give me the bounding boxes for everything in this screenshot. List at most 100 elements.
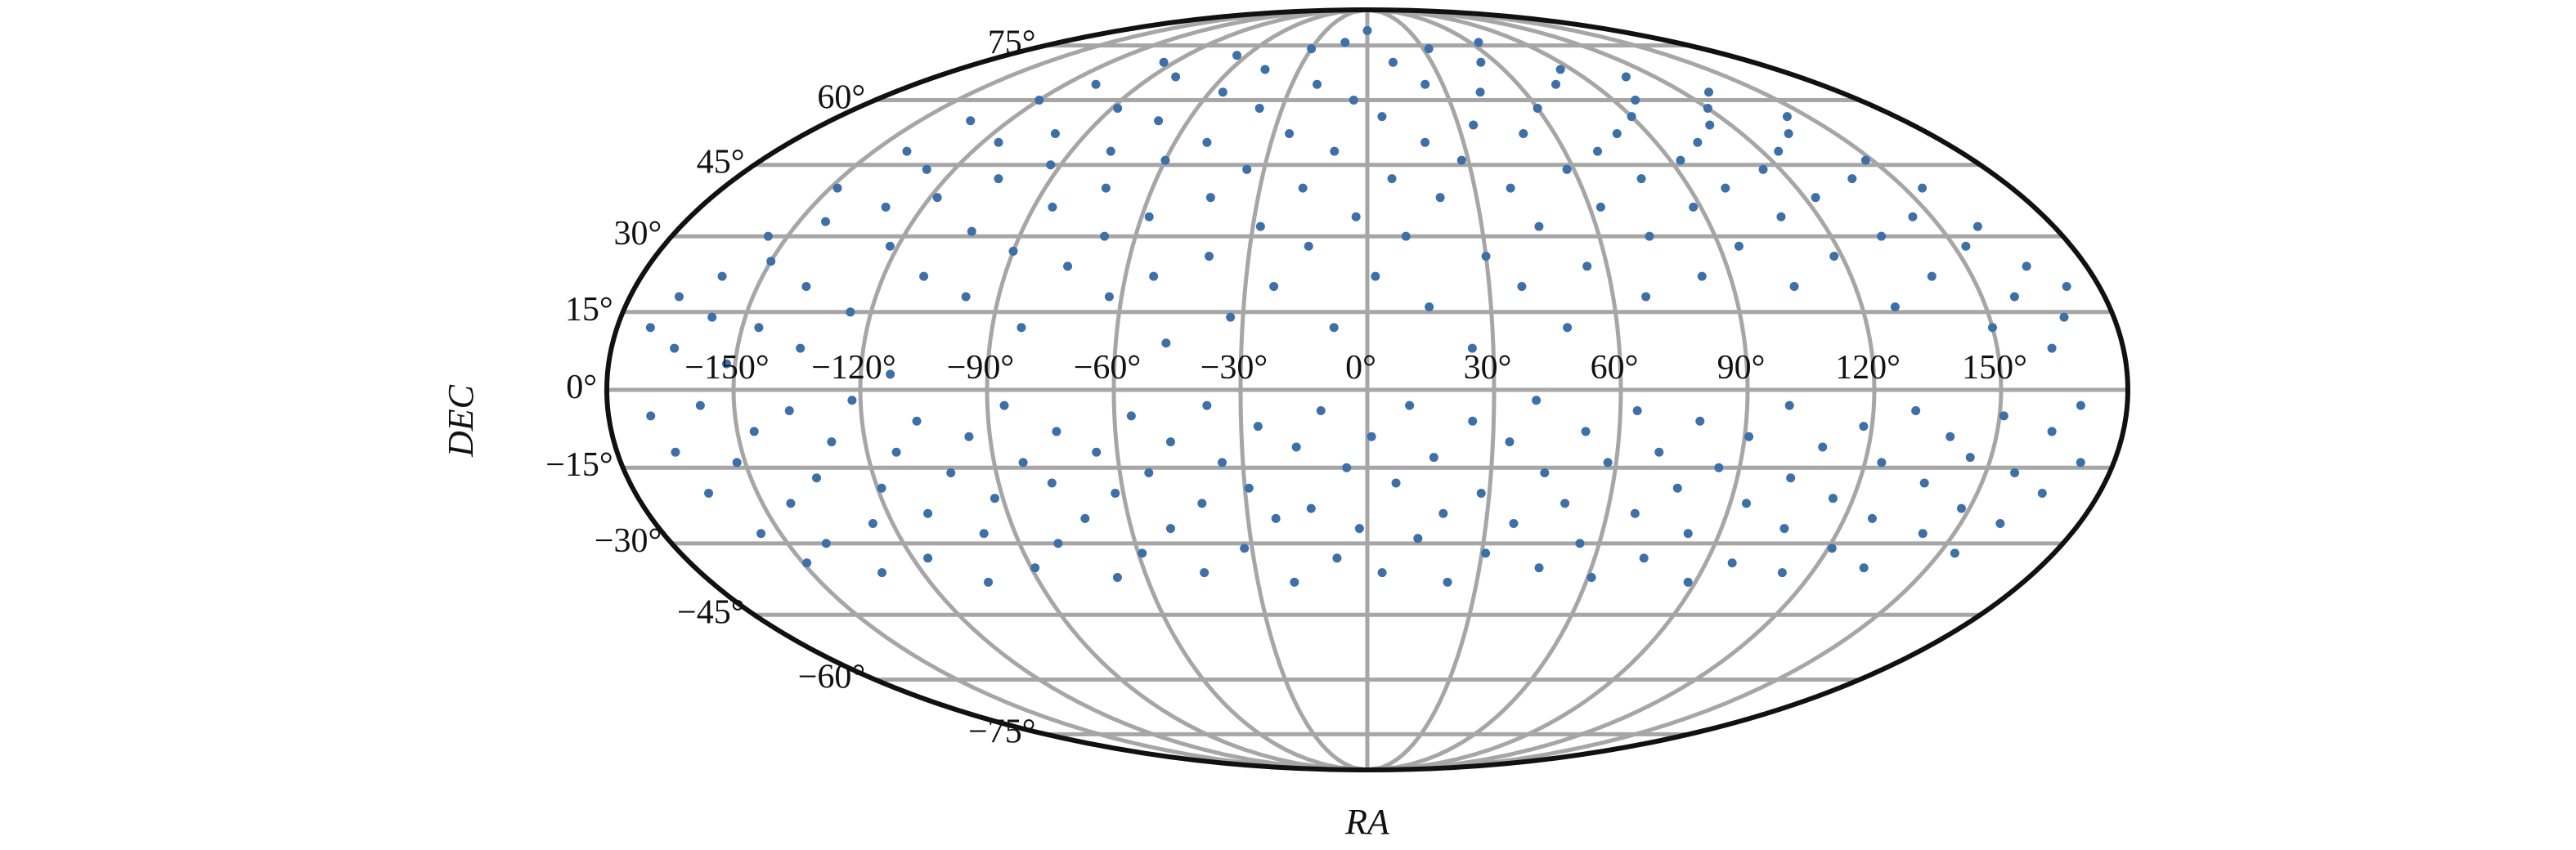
data-point [1253,422,1263,432]
projection-outline [604,7,2130,772]
data-point [1847,174,1857,184]
data-point [1744,432,1754,441]
data-point [1438,508,1448,518]
data-point [2076,458,2085,468]
data-point [1018,458,1028,468]
data-point [821,217,830,226]
data-point [1456,155,1466,165]
data-point [1789,282,1799,292]
data-point [1362,25,1372,35]
data-point [1777,568,1787,578]
data-point [1621,72,1631,82]
data-point [1046,160,1056,170]
data-point [1413,534,1423,544]
data-point [1052,427,1061,436]
data-point [990,494,999,503]
data-point [1298,183,1308,193]
data-point [1016,323,1026,333]
data-point [1405,400,1415,410]
data-point [1138,548,1147,558]
data-point [891,447,901,457]
data-point [1316,405,1326,415]
ra-gridline [1367,10,1877,770]
data-point [1704,87,1714,97]
data-point [964,432,974,441]
data-point [801,282,811,292]
data-point [946,468,956,477]
data-point [1918,529,1928,539]
data-point [1106,146,1115,156]
data-point [1269,282,1279,292]
data-point [1705,120,1715,130]
data-point [766,257,776,266]
data-point [2047,343,2057,353]
ra-tick-label: −60° [1074,349,1141,387]
data-point [704,488,714,498]
dec-tick-label: 75° [988,25,1036,62]
data-point [827,437,837,447]
data-point [1391,478,1401,488]
data-point [1827,544,1837,553]
data-point [1877,231,1887,241]
data-point [1890,302,1900,312]
ra-gridline [1367,10,1750,770]
data-point [1171,72,1181,82]
data-point [1260,65,1270,74]
data-point [1232,51,1242,60]
data-point [1340,38,1350,47]
data-point [1388,57,1398,67]
data-point [1200,568,1209,578]
data-point [1165,437,1175,447]
data-point [1349,95,1358,105]
data-point [1995,519,2005,529]
ra-tick-label: −30° [1200,349,1268,387]
data-point [1562,164,1572,174]
data-point [961,292,971,302]
data-point [1918,183,1928,193]
dec-tick-label: −30° [595,522,662,560]
data-point [1612,129,1622,138]
data-point [1091,79,1101,89]
data-point [922,164,931,174]
data-point [1672,483,1682,493]
data-point [821,539,831,548]
data-point [1509,519,1519,529]
data-point [670,343,680,353]
data-point [1519,129,1528,138]
scatter-points [645,25,2085,587]
data-point [1581,427,1591,436]
data-point [1285,129,1295,138]
data-point [1734,241,1744,251]
data-point [786,499,796,508]
data-point [1627,112,1636,122]
data-point [1956,503,1966,513]
data-point [645,323,655,333]
data-point [1218,458,1227,468]
data-point [1927,271,1936,281]
data-point [1144,468,1154,477]
data-point [1165,524,1175,534]
data-point [1603,458,1613,468]
data-point [2010,468,2020,477]
data-point [1161,338,1171,348]
data-point [1271,513,1281,523]
data-point [1443,577,1452,587]
data-point [754,323,764,333]
data-point [1104,292,1114,302]
data-point [1859,422,1869,432]
data-point [1144,212,1154,221]
dec-tick-label: −15° [545,446,613,484]
data-point [1481,548,1491,558]
dec-tick-label: −75° [968,713,1035,750]
data-point [1030,563,1040,573]
data-point [1050,129,1060,138]
data-point [1008,246,1018,256]
data-point [1149,271,1159,281]
data-point [1695,416,1705,426]
data-point [846,307,855,317]
data-point [984,577,994,587]
data-point [1332,553,1342,563]
data-point [1532,396,1542,405]
data-point [1100,231,1110,241]
data-point [1774,146,1784,156]
